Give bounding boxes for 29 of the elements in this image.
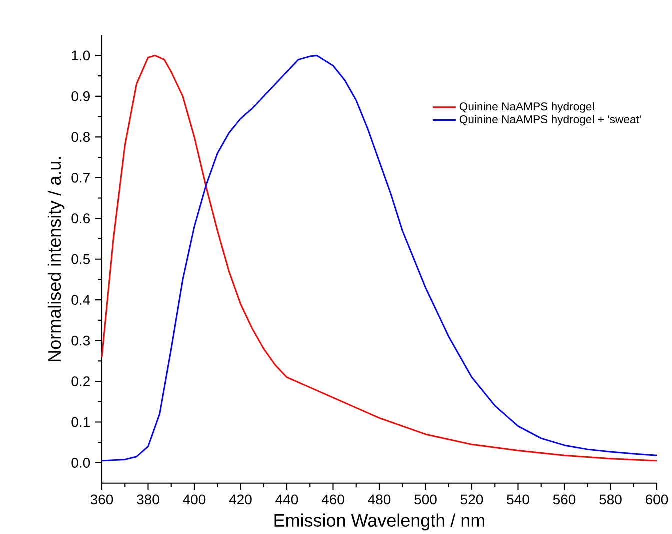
y-tick-label: 0.7 xyxy=(72,172,90,183)
x-tick-label: 600 xyxy=(646,494,668,505)
legend-label: Quinine NaAMPS hydrogel + 'sweat' xyxy=(460,115,642,126)
x-tick-label: 540 xyxy=(507,494,530,505)
x-tick-label: 480 xyxy=(368,494,391,505)
y-tick-label: 1.0 xyxy=(72,50,90,61)
x-tick-label: 500 xyxy=(414,494,437,505)
x-tick-label: 520 xyxy=(460,494,484,505)
y-tick-label: 0.3 xyxy=(72,336,90,346)
x-axis-title: Emission Wavelength / nm xyxy=(274,514,484,531)
x-tick-label: 360 xyxy=(90,494,114,505)
y-tick-label: 0.2 xyxy=(72,376,90,386)
x-tick-label: 420 xyxy=(229,494,252,505)
y-tick-label: 0.9 xyxy=(72,92,90,102)
x-tick-label: 400 xyxy=(183,494,206,505)
x-tick-label: 440 xyxy=(276,494,298,505)
y-tick-label: 0.4 xyxy=(72,295,90,306)
line-series xyxy=(101,54,658,462)
y-tick-label: 0.8 xyxy=(72,132,90,142)
x-tick-label: 580 xyxy=(600,494,622,505)
y-tick-label: 0.1 xyxy=(72,417,90,428)
y-axis-title: Normalised intensity / a.u. xyxy=(48,157,65,362)
y-tick-label: 0.0 xyxy=(72,458,90,468)
legend-label: Quinine NaAMPS hydrogel xyxy=(460,102,594,113)
y-tick-label: 0.5 xyxy=(72,254,90,264)
x-tick-label: 460 xyxy=(322,494,344,505)
x-tick-label: 380 xyxy=(137,494,160,505)
y-tick-label: 0.6 xyxy=(72,214,90,224)
x-tick-label: 560 xyxy=(553,494,576,505)
